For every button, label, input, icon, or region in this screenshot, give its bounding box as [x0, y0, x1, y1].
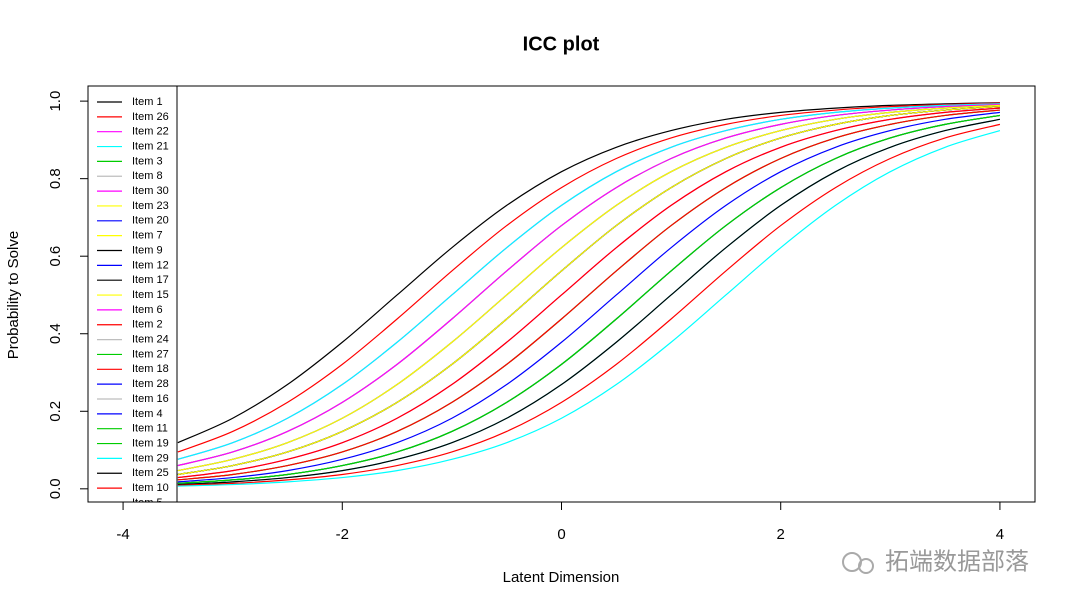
y-axis-title: Probability to Solve: [5, 231, 22, 359]
legend-label: Item 12: [132, 259, 169, 271]
watermark-icon: [858, 558, 874, 574]
y-tick-label: 0.6: [47, 246, 64, 267]
legend-label: Item 30: [132, 185, 169, 197]
legend-label: Item 8: [132, 170, 163, 182]
legend-label: Item 17: [132, 274, 169, 286]
legend-label: Item 22: [132, 126, 169, 138]
curves: [177, 102, 1001, 487]
icc-curve: [177, 118, 1001, 486]
legend-label: Item 19: [132, 437, 169, 449]
legend: Item 1 Item 26 Item 22 Item 21 Item 3 Item 8 I…: [88, 86, 178, 509]
legend-label: Item 6: [132, 304, 163, 316]
watermark: 拓端数据部落: [885, 548, 1029, 575]
x-tick-label: 2: [777, 526, 785, 543]
icc-curve: [177, 105, 1000, 476]
legend-label: Item 18: [132, 363, 169, 375]
chart-title: ICC plot: [523, 33, 600, 55]
y-tick-label: 1.0: [47, 91, 64, 112]
legend-box: [88, 86, 178, 502]
legend-label: Item 11: [132, 423, 168, 435]
icc-curve: [177, 102, 1000, 453]
legend-label: Item 10: [132, 482, 169, 494]
legend-label: Item 4: [132, 408, 163, 420]
icc-curve: [177, 107, 1000, 479]
legend-label: Item 29: [132, 452, 169, 464]
legend-label: Item 25: [132, 467, 169, 479]
legend-label: Item 5: [132, 497, 163, 509]
icc-curve: [177, 104, 1000, 467]
icc-curve: [177, 109, 1000, 481]
y-tick-label: 0.2: [47, 401, 64, 422]
legend-label: Item 7: [132, 230, 163, 242]
legend-label: Item 27: [132, 348, 169, 360]
icc-curve: [177, 102, 1000, 444]
axes: -4 -2 0 2 4 0.0 0.2 0.4 0.6 0.8 1.0: [47, 85, 1036, 543]
icc-curve: [177, 114, 1001, 484]
legend-label: Item 23: [132, 200, 169, 212]
icc-curve: [177, 104, 1000, 472]
legend-label: Item 15: [132, 289, 169, 301]
x-axis-title: Latent Dimension: [503, 569, 620, 586]
y-tick-label: 0.8: [47, 168, 64, 189]
icc-curve: [177, 123, 1001, 486]
legend-label: Item 1: [132, 96, 163, 108]
x-tick-label: -4: [116, 526, 129, 543]
watermark-group: 拓端数据部落: [842, 548, 1029, 575]
icc-curve: [177, 103, 1000, 460]
x-tick-label: 0: [557, 526, 565, 543]
y-tick-label: 0.4: [47, 323, 64, 344]
legend-label: Item 2: [132, 319, 163, 331]
legend-label: Item 20: [132, 215, 169, 227]
legend-label: Item 9: [132, 244, 163, 256]
legend-label: Item 24: [132, 334, 169, 346]
icc-curve: [177, 111, 1001, 483]
legend-label: Item 16: [132, 393, 169, 405]
y-tick-label: 0.0: [47, 478, 64, 499]
legend-label: Item 3: [132, 155, 163, 167]
x-tick-label: -2: [336, 526, 349, 543]
x-tick-label: 4: [996, 526, 1004, 543]
icc-curve: [177, 130, 1001, 487]
legend-label: Item 28: [132, 378, 169, 390]
legend-label: Item 21: [132, 140, 169, 152]
legend-label: Item 26: [132, 111, 169, 123]
